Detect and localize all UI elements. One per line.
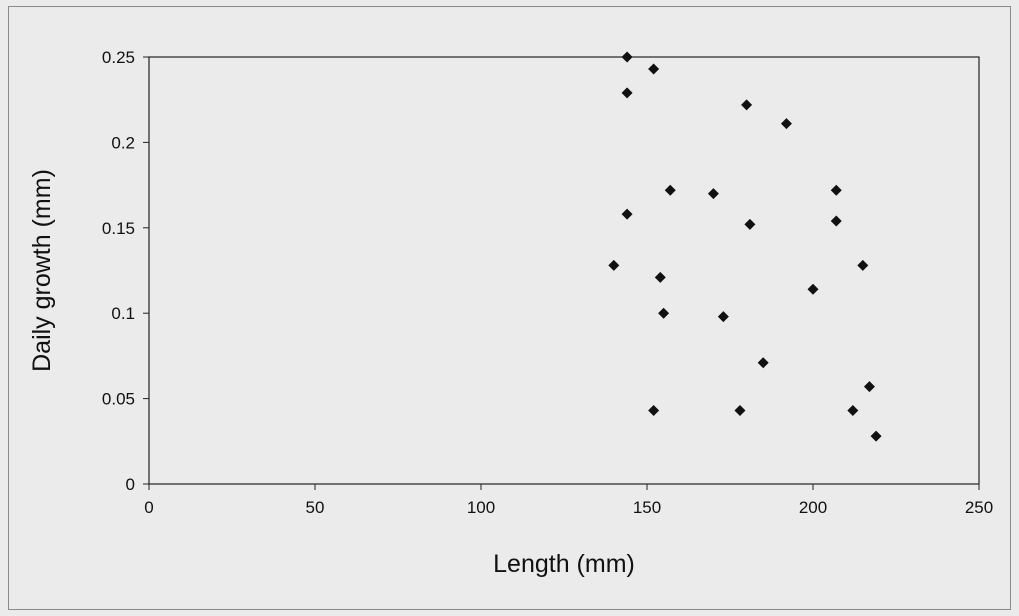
data-point bbox=[621, 87, 633, 99]
data-point bbox=[830, 184, 842, 196]
y-tick-label: 0.1 bbox=[111, 304, 135, 323]
data-point bbox=[608, 259, 620, 271]
data-point bbox=[863, 381, 875, 393]
data-point bbox=[807, 283, 819, 295]
data-point bbox=[870, 430, 882, 442]
data-points bbox=[608, 51, 882, 442]
data-point bbox=[654, 271, 666, 283]
data-point bbox=[664, 184, 676, 196]
x-axis-label: Length (mm) bbox=[493, 550, 635, 578]
y-tick-label: 0.15 bbox=[102, 219, 135, 238]
data-point bbox=[717, 311, 729, 323]
y-axis: 0 0.05 0.1 0.15 0.2 0.25 bbox=[102, 48, 149, 494]
data-point bbox=[830, 215, 842, 227]
data-point bbox=[780, 118, 792, 130]
x-tick-label: 0 bbox=[144, 498, 153, 517]
x-tick-label: 100 bbox=[467, 498, 495, 517]
data-point bbox=[757, 357, 769, 369]
y-tick-label: 0.25 bbox=[102, 48, 135, 67]
data-point bbox=[741, 99, 753, 111]
y-tick-label: 0.05 bbox=[102, 390, 135, 409]
data-point bbox=[734, 405, 746, 417]
x-tick-label: 250 bbox=[965, 498, 993, 517]
x-tick-label: 50 bbox=[306, 498, 325, 517]
x-axis: 0 50 100 150 200 250 bbox=[144, 484, 993, 517]
y-axis-label: Daily growth (mm) bbox=[28, 169, 56, 372]
data-point bbox=[621, 208, 633, 220]
plot-area bbox=[148, 56, 980, 485]
x-tick-label: 150 bbox=[633, 498, 661, 517]
x-tick-label: 200 bbox=[799, 498, 827, 517]
chart-frame bbox=[8, 6, 1011, 610]
data-point bbox=[658, 307, 670, 319]
data-point bbox=[621, 51, 633, 63]
data-point bbox=[857, 259, 869, 271]
data-point bbox=[648, 63, 660, 75]
data-point bbox=[744, 218, 756, 230]
data-point bbox=[648, 405, 660, 417]
y-tick-label: 0.2 bbox=[111, 133, 135, 152]
y-tick-label: 0 bbox=[126, 475, 135, 494]
data-point bbox=[707, 188, 719, 200]
data-point bbox=[847, 405, 859, 417]
